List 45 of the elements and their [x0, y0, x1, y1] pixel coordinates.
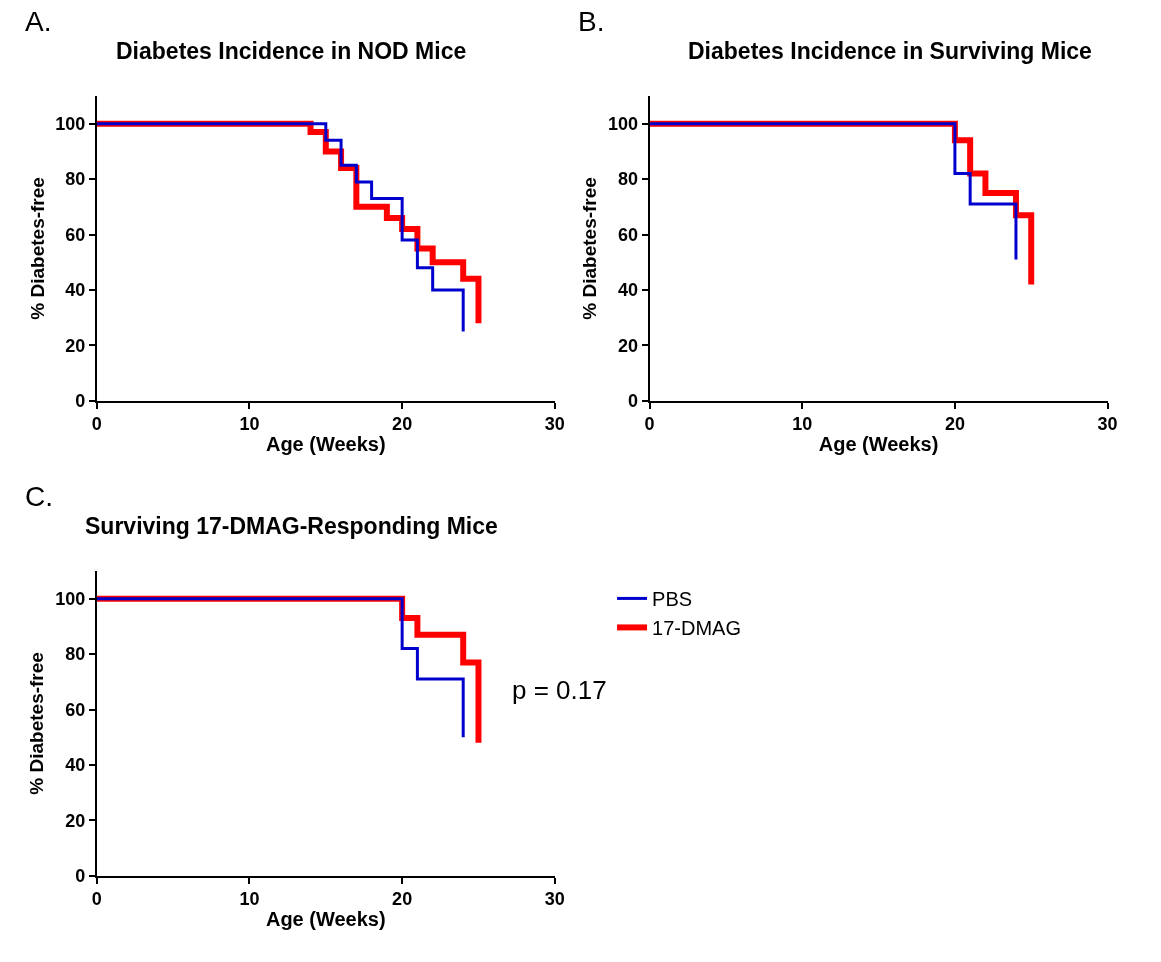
x-tick-label: 10 — [239, 889, 260, 910]
legend-label: 17-DMAG — [652, 617, 741, 640]
y-tick-label: 0 — [75, 391, 86, 412]
chart-title: Diabetes Incidence in NOD Mice — [116, 38, 467, 64]
x-tick-label: 10 — [239, 414, 260, 435]
y-tick-label: 60 — [65, 224, 86, 245]
y-tick-label: 80 — [617, 169, 638, 190]
y-axis-title: % Diabetes-free — [579, 177, 601, 320]
x-tick-label: 0 — [91, 414, 102, 435]
y-tick-label: 0 — [75, 866, 86, 887]
x-tick-label: 30 — [544, 889, 565, 910]
x-tick-label: 0 — [644, 414, 655, 435]
x-axis-title: Age (Weeks) — [265, 433, 386, 456]
annotation: p = 0.17 — [512, 675, 607, 705]
text: A. — [25, 6, 52, 37]
y-tick-label: 100 — [607, 114, 638, 134]
y-tick-label: 100 — [55, 114, 86, 134]
y-tick-label: 40 — [65, 280, 86, 301]
y-tick-label: 80 — [65, 644, 86, 665]
y-tick-label: 20 — [617, 335, 638, 356]
y-tick-label: 60 — [617, 224, 638, 245]
legend-label: PBS — [652, 588, 693, 611]
x-tick-label: 30 — [1097, 414, 1118, 435]
y-axis-title: % Diabetes-free — [26, 652, 48, 795]
text: C. — [25, 481, 53, 512]
y-tick-label: 60 — [65, 699, 86, 720]
y-tick-label: 20 — [65, 335, 86, 356]
chart-title: Diabetes Incidence in Surviving Mice — [688, 38, 1092, 64]
y-tick-label: 40 — [65, 755, 86, 776]
y-axis-title: % Diabetes-free — [26, 177, 48, 320]
y-tick-label: 100 — [55, 589, 86, 610]
y-tick-label: 40 — [617, 280, 638, 301]
x-tick-label: 30 — [544, 414, 565, 435]
chart-title: Surviving 17-DMAG-Responding Mice — [85, 513, 498, 539]
x-axis-title: Age (Weeks) — [818, 433, 939, 456]
x-tick-label: 10 — [792, 414, 813, 435]
y-tick-label: 20 — [65, 810, 86, 831]
x-tick-label: 20 — [392, 414, 413, 435]
x-tick-label: 20 — [392, 889, 413, 910]
x-tick-label: 20 — [944, 414, 965, 435]
text: B. — [578, 6, 605, 37]
y-tick-label: 80 — [65, 169, 86, 190]
x-tick-label: 0 — [91, 889, 102, 910]
x-axis-title: Age (Weeks) — [265, 908, 386, 931]
y-tick-label: 0 — [627, 391, 638, 412]
